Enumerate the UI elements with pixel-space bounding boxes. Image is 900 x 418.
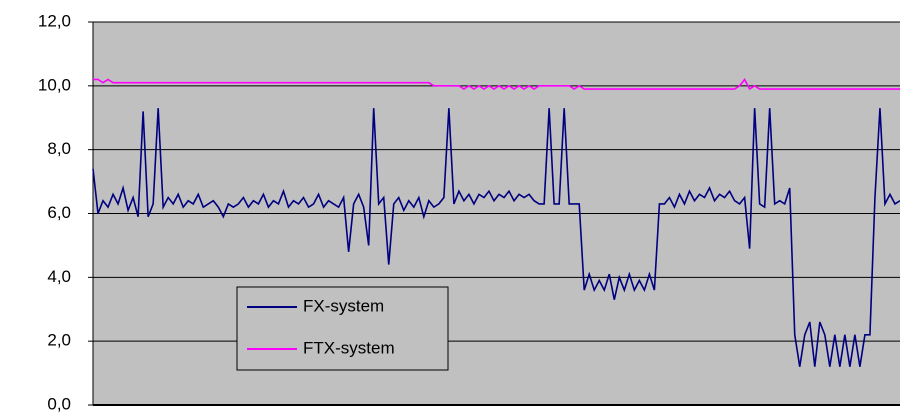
legend-label: FX-system: [303, 296, 384, 315]
y-tick-label: 6,0: [47, 203, 71, 222]
legend-label: FTX-system: [303, 338, 395, 357]
y-tick-label: 4,0: [47, 267, 71, 286]
series-line: [93, 77, 900, 91]
series-line: [92, 108, 900, 367]
legend: [236, 286, 449, 371]
y-tick-label: 2,0: [47, 331, 71, 350]
y-tick-label: 12,0: [38, 11, 71, 30]
y-tick-label: 8,0: [47, 139, 71, 158]
y-tick-label: 10,0: [38, 75, 71, 94]
y-tick-label: 0,0: [47, 394, 71, 413]
